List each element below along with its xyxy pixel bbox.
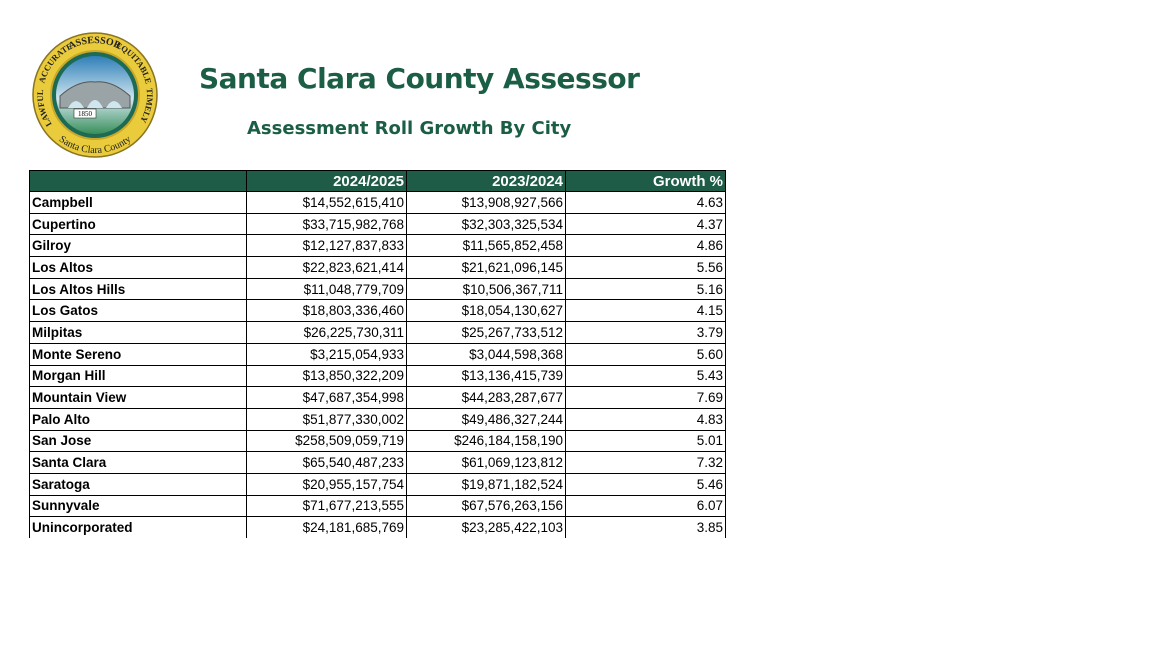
city-cell: Los Altos Hills	[29, 277, 247, 301]
value-cell: $13,908,927,566	[406, 191, 566, 214]
city-cell: Palo Alto	[29, 407, 247, 431]
value-cell: $14,552,615,410	[246, 191, 407, 214]
value-cell: $26,225,730,311	[246, 321, 407, 344]
value-cell: 5.16	[565, 277, 726, 301]
value-cell: $32,303,325,534	[406, 212, 566, 236]
table-row: Mountain View $47,687,354,998 $44,283,287,…	[29, 386, 726, 409]
table-row: Sunnyvale $71,677,213,555 $67,576,263,156 6…	[29, 494, 726, 518]
city-cell: Monte Sereno	[29, 342, 247, 366]
city-cell: Los Altos	[29, 256, 247, 279]
value-cell: $23,285,422,103	[406, 516, 566, 538]
table-row: Morgan Hill $13,850,322,209 $13,136,415,73…	[29, 364, 726, 388]
table-row: Monte Sereno $3,215,054,933 $3,044,598,368…	[29, 342, 726, 366]
table-row: Campbell $14,552,615,410 $13,908,927,566 4.…	[29, 191, 726, 214]
value-cell: $11,565,852,458	[406, 234, 566, 258]
value-cell: 4.63	[565, 191, 726, 214]
table: 2024/2025 2023/2024 Growth % Campbell $14,5…	[29, 170, 726, 538]
city-cell: Santa Clara	[29, 451, 247, 474]
city-cell: Campbell	[29, 191, 247, 214]
table-body: Campbell $14,552,615,410 $13,908,927,566 4.…	[29, 191, 726, 538]
value-cell: $44,283,287,677	[406, 386, 566, 409]
value-cell: $33,715,982,768	[246, 212, 407, 236]
table-row: Milpitas $26,225,730,311 $25,267,733,512 3.…	[29, 321, 726, 344]
table-row: Los Altos Hills $11,048,779,709 $10,506,36…	[29, 277, 726, 301]
value-cell: 3.85	[565, 516, 726, 538]
city-cell: Cupertino	[29, 212, 247, 236]
city-cell: San Jose	[29, 429, 247, 453]
value-cell: 4.15	[565, 299, 726, 323]
value-cell: $20,955,157,754	[246, 472, 407, 496]
value-cell: 5.43	[565, 364, 726, 388]
value-cell: $24,181,685,769	[246, 516, 407, 538]
table-row: Los Gatos $18,803,336,460 $18,054,130,627 4…	[29, 299, 726, 323]
value-cell: $61,069,123,812	[406, 451, 566, 474]
city-cell: Mountain View	[29, 386, 247, 409]
value-cell: $47,687,354,998	[246, 386, 407, 409]
value-cell: $13,136,415,739	[406, 364, 566, 388]
value-cell: $3,215,054,933	[246, 342, 407, 366]
value-cell: 5.46	[565, 472, 726, 496]
subtitle: Assessment Roll Growth By City	[247, 118, 572, 139]
city-cell: Morgan Hill	[29, 364, 247, 388]
value-cell: 4.37	[565, 212, 726, 236]
table-row: Los Altos $22,823,621,414 $21,621,096,145 5…	[29, 256, 726, 279]
value-cell: $18,803,336,460	[246, 299, 407, 323]
table-row: Saratoga $20,955,157,754 $19,871,182,524 5.…	[29, 472, 726, 496]
value-cell: 7.32	[565, 451, 726, 474]
value-cell: $22,823,621,414	[246, 256, 407, 279]
value-cell: $12,127,837,833	[246, 234, 407, 258]
logo: 1850 LAWFUL ACCURATE ASSESSOR EQUITABLE …	[32, 32, 158, 158]
value-cell: $65,540,487,233	[246, 451, 407, 474]
value-cell: $13,850,322,209	[246, 364, 407, 388]
city-cell: Gilroy	[29, 234, 247, 258]
table-row: Santa Clara $65,540,487,233 $61,069,123,81…	[29, 451, 726, 474]
city-cell: Saratoga	[29, 472, 247, 496]
value-cell: $67,576,263,156	[406, 494, 566, 518]
column-header	[29, 170, 247, 192]
value-cell: $49,486,327,244	[406, 407, 566, 431]
city-cell: Unincorporated	[29, 516, 247, 538]
value-cell: 5.56	[565, 256, 726, 279]
value-cell: 4.83	[565, 407, 726, 431]
city-cell: Sunnyvale	[29, 494, 247, 518]
city-cell: Los Gatos	[29, 299, 247, 323]
value-cell: 7.69	[565, 386, 726, 409]
table-row: Gilroy $12,127,837,833 $11,565,852,458 4.86	[29, 234, 726, 258]
value-cell: $25,267,733,512	[406, 321, 566, 344]
table-row: Unincorporated $24,181,685,769 $23,285,422…	[29, 516, 726, 538]
value-cell: 3.79	[565, 321, 726, 344]
value-cell: $21,621,096,145	[406, 256, 566, 279]
value-cell: $10,506,367,711	[406, 277, 566, 301]
column-header: 2023/2024	[406, 170, 566, 192]
value-cell: $246,184,158,190	[406, 429, 566, 453]
value-cell: 6.07	[565, 494, 726, 518]
column-header: Growth %	[565, 170, 726, 192]
value-cell: $18,054,130,627	[406, 299, 566, 323]
value-cell: $3,044,598,368	[406, 342, 566, 366]
value-cell: $258,509,059,719	[246, 429, 407, 453]
column-header: 2024/2025	[246, 170, 407, 192]
logo-year: 1850	[78, 110, 93, 118]
value-cell: $11,048,779,709	[246, 277, 407, 301]
header-row: 2024/2025 2023/2024 Growth %	[29, 170, 726, 192]
table-row: Cupertino $33,715,982,768 $32,303,325,534 4…	[29, 212, 726, 236]
title: Santa Clara County Assessor	[199, 62, 640, 95]
value-cell: $71,677,213,555	[246, 494, 407, 518]
table-row: Palo Alto $51,877,330,002 $49,486,327,244 4…	[29, 407, 726, 431]
value-cell: 4.86	[565, 234, 726, 258]
value-cell: 5.60	[565, 342, 726, 366]
value-cell: $19,871,182,524	[406, 472, 566, 496]
value-cell: $51,877,330,002	[246, 407, 407, 431]
table-row: San Jose $258,509,059,719 $246,184,158,190…	[29, 429, 726, 453]
city-cell: Milpitas	[29, 321, 247, 344]
value-cell: 5.01	[565, 429, 726, 453]
